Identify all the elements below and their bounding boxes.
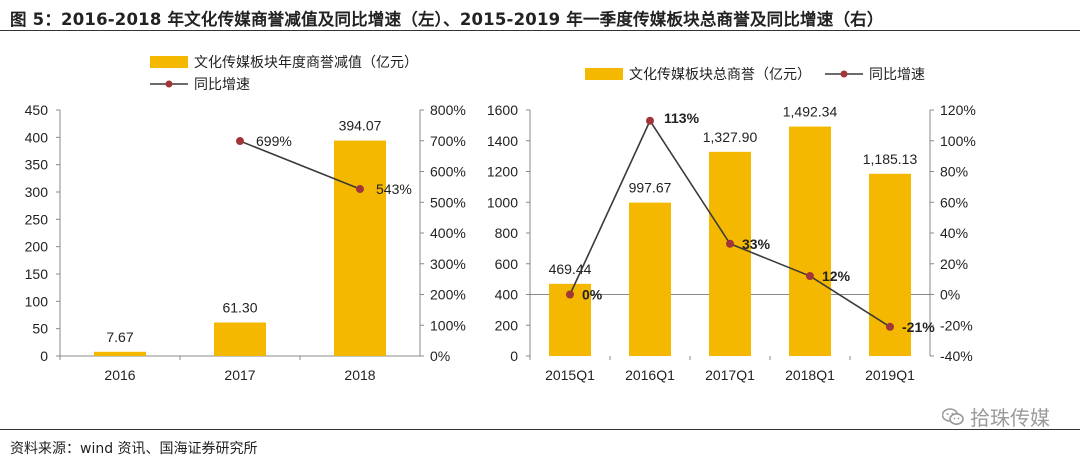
legend-bar-label: 文化传媒板块总商誉（亿元） — [629, 66, 811, 82]
y-tick-label-right: 300% — [430, 256, 466, 272]
growth-label: 0% — [582, 287, 603, 303]
bar — [789, 126, 831, 356]
growth-marker — [566, 290, 574, 299]
bar — [629, 202, 671, 356]
growth-line — [239, 140, 361, 190]
legend-bar-swatch — [585, 68, 623, 80]
y-tick-label-left: 50 — [32, 321, 48, 337]
y-tick-label-right: 100% — [430, 317, 466, 333]
y-tick-label-right: 200% — [430, 287, 466, 303]
growth-marker — [646, 116, 654, 125]
y-tick-label-left: 1200 — [487, 164, 518, 180]
bar — [94, 351, 146, 356]
legend-line-marker — [165, 80, 173, 88]
y-tick-label-left: 200 — [25, 239, 49, 255]
y-tick-label-left: 300 — [25, 184, 49, 200]
y-tick-label-right: -20% — [940, 317, 973, 333]
y-tick-label-left: 0 — [40, 348, 48, 364]
watermark: 拾珠传媒 — [942, 402, 1050, 431]
bar-value-label: 7.67 — [106, 329, 133, 345]
bottom-rule — [0, 429, 1080, 430]
legend-line-marker — [840, 70, 848, 78]
bar-value-label: 1,327.90 — [703, 129, 758, 145]
y-tick-label-right: 120% — [940, 102, 976, 118]
growth-label: 113% — [664, 110, 700, 126]
y-tick-label-left: 100 — [25, 293, 49, 309]
growth-label: -21% — [902, 319, 935, 335]
y-tick-label-right: 0% — [940, 287, 960, 303]
y-tick-label-left: 1400 — [487, 133, 518, 149]
y-tick-label-right: 500% — [430, 194, 466, 210]
y-tick-label-left: 600 — [495, 256, 519, 272]
y-tick-label-left: 200 — [495, 317, 519, 333]
y-tick-label-right: 40% — [940, 225, 968, 241]
wechat-icon — [942, 407, 964, 425]
growth-label: 699% — [256, 133, 292, 149]
growth-label: 543% — [376, 181, 412, 197]
bar-value-label: 997.67 — [629, 180, 672, 196]
y-tick-label-right: 80% — [940, 164, 968, 180]
bar-value-label: 1,492.34 — [783, 104, 838, 120]
y-tick-label-right: 400% — [430, 225, 466, 241]
y-tick-label-left: 150 — [25, 266, 49, 282]
x-tick-label: 2015Q1 — [545, 367, 595, 383]
legend-bar-swatch — [150, 56, 188, 68]
y-tick-label-left: 450 — [25, 102, 49, 118]
x-tick-label: 2016Q1 — [625, 367, 675, 383]
source-note: 资料来源：wind 资讯、国海证券研究所 — [10, 441, 258, 457]
legend-line-label: 同比增速 — [869, 66, 925, 82]
y-tick-label-right: 60% — [940, 194, 968, 210]
y-tick-label-right: 600% — [430, 164, 466, 180]
growth-marker — [726, 239, 734, 248]
y-tick-label-right: -40% — [940, 348, 973, 364]
y-tick-label-left: 250 — [25, 211, 49, 227]
y-tick-label-left: 800 — [495, 225, 519, 241]
x-tick-label: 2019Q1 — [865, 367, 915, 383]
growth-marker — [806, 272, 814, 281]
y-tick-label-right: 100% — [940, 133, 976, 149]
x-tick-label: 2018 — [344, 367, 375, 383]
y-tick-label-left: 1600 — [487, 102, 518, 118]
legend-line-label: 同比增速 — [194, 76, 250, 92]
bar — [709, 151, 751, 356]
bar-value-label: 61.30 — [222, 299, 257, 315]
y-tick-label-left: 350 — [25, 157, 49, 173]
y-tick-label-left: 1000 — [487, 194, 518, 210]
x-tick-label: 2016 — [104, 367, 135, 383]
x-tick-label: 2017 — [224, 367, 255, 383]
y-tick-label-left: 400 — [25, 129, 49, 145]
legend-bar-label: 文化传媒板块年度商誉减值（亿元） — [194, 54, 418, 70]
bar-value-label: 1,185.13 — [863, 151, 918, 167]
bar — [214, 322, 266, 356]
bar — [334, 140, 386, 356]
bar-value-label: 394.07 — [339, 118, 382, 134]
growth-marker — [886, 322, 894, 331]
growth-label: 12% — [822, 268, 851, 284]
y-tick-label-left: 400 — [495, 287, 519, 303]
watermark-text: 拾珠传媒 — [970, 406, 1050, 430]
y-tick-label-right: 20% — [940, 256, 968, 272]
growth-marker — [236, 137, 244, 146]
growth-label: 33% — [742, 236, 771, 252]
y-tick-label-right: 800% — [430, 102, 466, 118]
growth-marker — [356, 185, 364, 194]
y-tick-label-right: 0% — [430, 348, 450, 364]
top-rule — [0, 30, 1080, 31]
y-tick-label-left: 0 — [510, 348, 518, 364]
figure-title: 图 5：2016-2018 年文化传媒商誉减值及同比增速（左）、2015-201… — [10, 10, 884, 29]
x-tick-label: 2018Q1 — [785, 367, 835, 383]
y-tick-label-right: 700% — [430, 133, 466, 149]
x-tick-label: 2017Q1 — [705, 367, 755, 383]
